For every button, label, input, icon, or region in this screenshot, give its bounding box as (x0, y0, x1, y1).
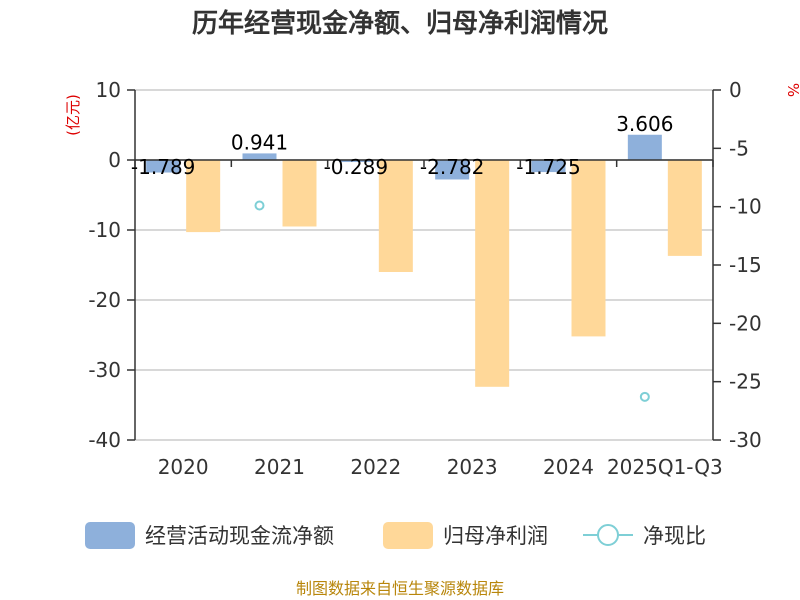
cashflow-data-label: 0.941 (231, 130, 288, 154)
net-profit-bar (475, 160, 510, 387)
category-label: 2023 (447, 455, 498, 479)
bar-layer (146, 134, 702, 387)
left-tick-label: 0 (108, 148, 121, 172)
net-profit-bar (571, 160, 606, 337)
cashflow-bar (531, 160, 566, 173)
right-tick-label: -25 (729, 370, 762, 394)
label-layer: -1.789 0.941 -0.289 -2.782 -1.725 3.606 (131, 112, 673, 402)
cash-ratio-point (254, 200, 265, 211)
category-label: 2022 (350, 455, 401, 479)
legend[interactable]: 经营活动现金流净额 归母净利润 净现比 (85, 522, 706, 549)
right-axis-unit: % (784, 83, 800, 97)
right-tick-label: -15 (729, 253, 762, 277)
cashflow-bar (435, 160, 470, 180)
chart-title: 历年经营现金净额、归母净利润情况 (192, 8, 608, 39)
cashflow-bar (627, 134, 662, 160)
cashflow-data-label: -2.782 (420, 155, 484, 179)
net-profit-bar (667, 160, 702, 256)
net-profit-bar (378, 160, 413, 272)
legend-label: 归母净利润 (443, 524, 548, 548)
legend-label: 净现比 (643, 524, 706, 548)
left-axis-unit: (亿元) (64, 94, 82, 136)
legend-swatch (383, 522, 433, 549)
legend-swatch (85, 522, 135, 549)
right-tick-label: 0 (729, 78, 742, 102)
cash-ratio-point (639, 391, 650, 402)
legend-label: 经营活动现金流净额 (145, 524, 334, 548)
cashflow-bar (242, 153, 277, 160)
right-tick-label: -20 (729, 311, 762, 335)
category-label: 2021 (254, 455, 305, 479)
left-tick-label: 10 (96, 78, 121, 102)
category-label: 2025Q1-Q3 (607, 455, 723, 479)
net-profit-bar (282, 160, 317, 227)
left-tick-label: -30 (88, 358, 121, 382)
right-tick-label: -30 (729, 428, 762, 452)
source-note: 制图数据来自恒生聚源数据库 (296, 579, 504, 598)
cashflow-data-label: -0.289 (324, 155, 388, 179)
left-tick-label: -40 (88, 428, 121, 452)
legend-swatch-marker (597, 524, 619, 546)
net-profit-bar (186, 160, 221, 233)
category-label: 2024 (543, 455, 594, 479)
cashflow-bar (338, 160, 373, 163)
category-label: 2020 (158, 455, 209, 479)
axis-layer: 10 0 -10 -20 -30 -40 0 -5 -10 -15 -20 -25 -30 (亿元)% 20… (64, 78, 800, 479)
cashflow-data-label: 3.606 (616, 112, 673, 136)
left-tick-label: -20 (88, 288, 121, 312)
grid-layer (135, 89, 713, 441)
cashflow-data-label: -1.725 (516, 155, 580, 179)
cashflow-bar (146, 160, 181, 173)
left-tick-label: -10 (88, 218, 121, 242)
right-tick-label: -5 (729, 136, 749, 160)
right-tick-label: -10 (729, 195, 762, 219)
cashflow-data-label: -1.789 (131, 155, 195, 179)
